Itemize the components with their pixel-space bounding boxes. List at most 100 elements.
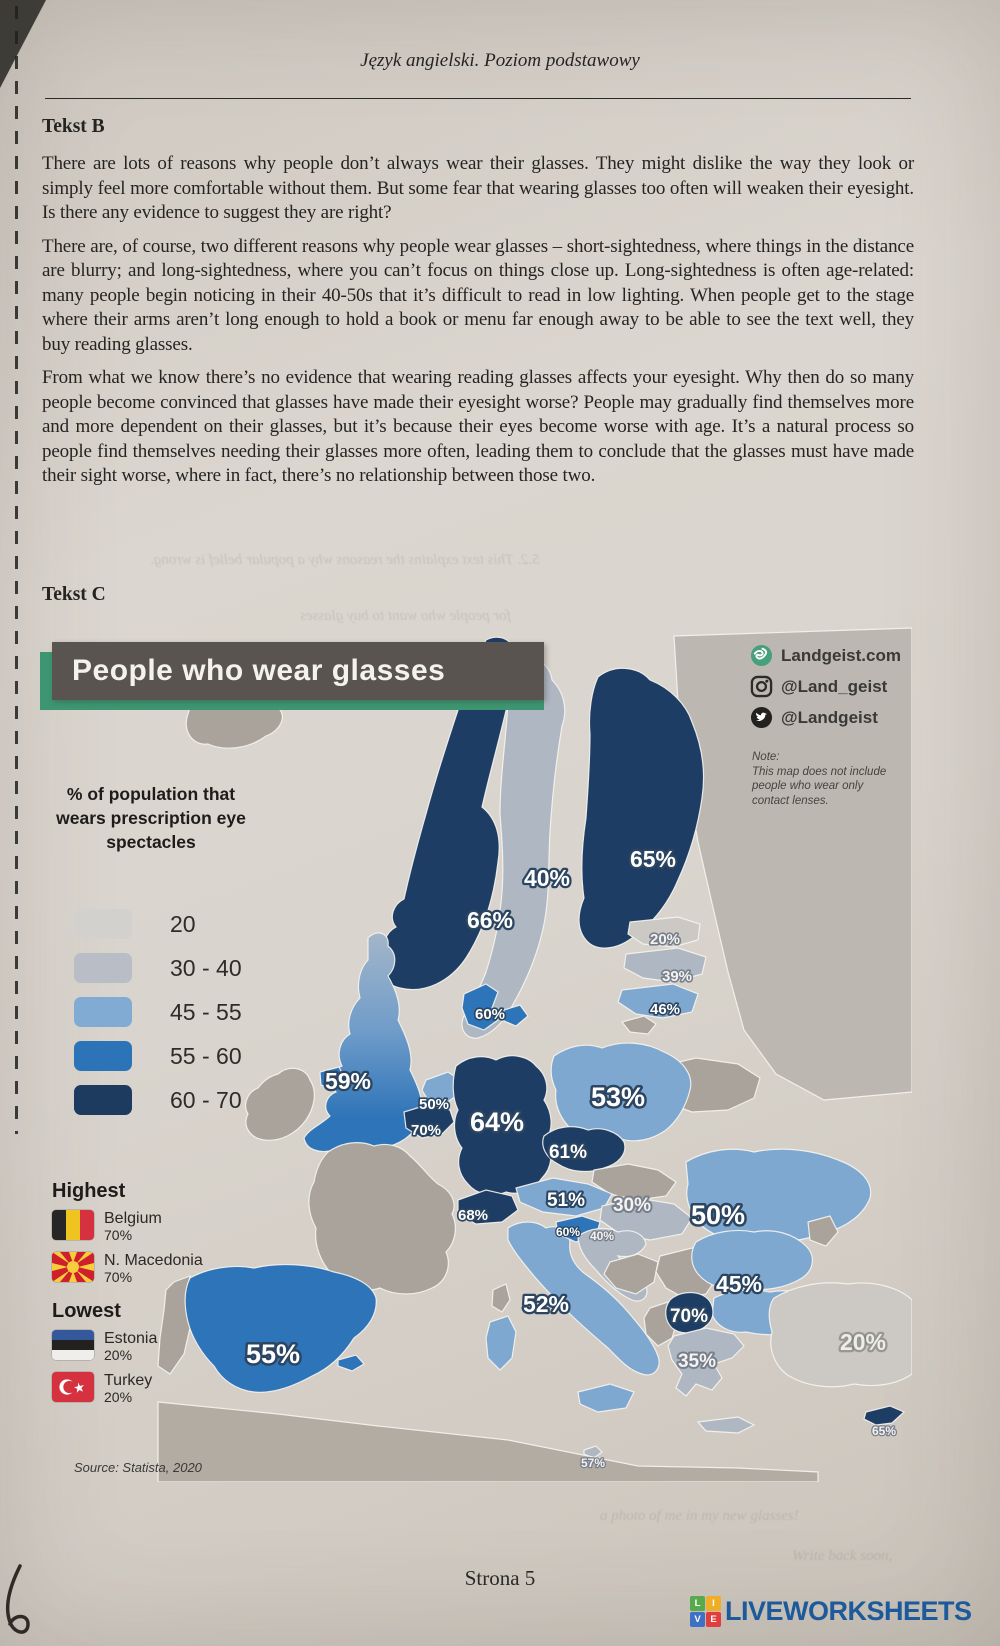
extreme-text: N. Macedonia 70% bbox=[104, 1252, 203, 1285]
map-label-austria: 51% bbox=[547, 1190, 585, 1211]
map-label-croatia: 40% bbox=[590, 1229, 614, 1243]
map-country-finland bbox=[578, 667, 705, 949]
logo-square-v: V bbox=[690, 1612, 705, 1627]
map-label-hungary: 30% bbox=[613, 1195, 651, 1216]
extreme-value: 20% bbox=[104, 1347, 133, 1363]
legend-item: 20 bbox=[74, 902, 242, 946]
legend-swatch bbox=[74, 1041, 132, 1071]
branding-twitter: @Landgeist bbox=[781, 707, 878, 727]
map-country-malta bbox=[583, 1445, 603, 1459]
logo-square-l: L bbox=[690, 1596, 705, 1611]
legend-label: 55 - 60 bbox=[170, 1042, 242, 1069]
map-title: People who wear glasses bbox=[72, 654, 446, 687]
photo-corner-shadow bbox=[0, 0, 46, 88]
map-country-sardinia bbox=[485, 1315, 517, 1371]
legend-item: 60 - 70 bbox=[74, 1078, 242, 1122]
map-country-kaliningrad bbox=[620, 1015, 657, 1035]
liveworksheets-logo-squares: L I V E bbox=[690, 1596, 721, 1627]
instagram-icon bbox=[750, 675, 773, 698]
europe-choropleth-map: 65% 40% 66% 20% 39% 46% 60% 59% 50% 70% 64% 53% 61% 5… bbox=[157, 627, 912, 1482]
branding-website: Landgeist.com bbox=[781, 645, 901, 665]
branding-instagram: @Land_geist bbox=[781, 676, 888, 696]
map-label-slovenia: 60% bbox=[556, 1225, 580, 1239]
map-country-slovakia bbox=[591, 1163, 677, 1201]
bleed-through-text: Write back soon, bbox=[792, 1548, 893, 1564]
extreme-country: N. Macedonia bbox=[104, 1252, 203, 1269]
tekst-b-heading: Tekst B bbox=[42, 116, 105, 137]
extreme-text: Estonia 20% bbox=[104, 1330, 157, 1363]
landgeist-globe-icon bbox=[750, 644, 773, 667]
map-label-switzerland: 68% bbox=[458, 1207, 488, 1224]
map-label-netherlands: 50% bbox=[419, 1096, 449, 1113]
map-label-germany: 64% bbox=[470, 1107, 524, 1137]
branding-twitter-row: @Landgeist bbox=[750, 706, 910, 729]
map-note-label: Note: bbox=[752, 751, 780, 763]
map-label-italy: 52% bbox=[523, 1291, 569, 1317]
map-country-estonia bbox=[627, 916, 701, 948]
extreme-value: 20% bbox=[104, 1389, 133, 1405]
extreme-country: Estonia bbox=[104, 1330, 158, 1347]
map-label-czechia: 61% bbox=[549, 1142, 587, 1163]
logo-square-i: I bbox=[706, 1596, 721, 1611]
legend-swatch bbox=[74, 909, 132, 939]
map-country-denmark bbox=[461, 983, 499, 1031]
map-label-poland: 53% bbox=[591, 1082, 645, 1112]
map-country-ireland bbox=[245, 1067, 315, 1141]
map-label-malta: 57% bbox=[581, 1456, 605, 1470]
map-country-crete bbox=[696, 1416, 756, 1434]
map-label-spain: 55% bbox=[246, 1339, 300, 1369]
legend-item: 45 - 55 bbox=[74, 990, 242, 1034]
liveworksheets-logo: L I V E LIVEWORKSHEETS bbox=[690, 1596, 972, 1627]
turkey-flag-icon bbox=[52, 1372, 94, 1402]
extreme-entry: Turkey 20% bbox=[52, 1372, 272, 1405]
map-country-sweden bbox=[461, 658, 566, 1039]
map-label-finland: 65% bbox=[630, 846, 676, 872]
north-macedonia-flag-icon bbox=[52, 1252, 94, 1282]
map-country-hungary bbox=[599, 1197, 693, 1241]
map-country-sicily bbox=[577, 1383, 635, 1413]
tekst-b-section: Tekst B There are lots of reasons why pe… bbox=[42, 116, 914, 498]
map-title-bar: People who wear glasses bbox=[52, 642, 544, 700]
map-country-denmark-islands bbox=[503, 1004, 529, 1027]
map-label-ukraine: 50% bbox=[691, 1200, 745, 1230]
map-label-romania: 45% bbox=[716, 1271, 762, 1297]
header-rule bbox=[45, 98, 911, 99]
extreme-text: Turkey 20% bbox=[104, 1372, 152, 1405]
map-note-body: This map does not include people who wea… bbox=[752, 765, 887, 807]
map-country-northern-ireland bbox=[319, 1066, 346, 1090]
map-country-latvia bbox=[623, 947, 707, 983]
map-country-switzerland bbox=[457, 1189, 519, 1225]
bleed-through-text: a photo of me in my new glasses! bbox=[600, 1508, 799, 1524]
lowest-heading: Lowest bbox=[52, 1300, 121, 1322]
map-label-cyprus: 65% bbox=[872, 1424, 896, 1438]
legend-swatch bbox=[74, 1085, 132, 1115]
map-country-norway bbox=[381, 636, 520, 991]
branding-website-row: Landgeist.com bbox=[750, 644, 910, 667]
map-country-cyprus bbox=[863, 1405, 906, 1426]
map-country-germany bbox=[452, 1055, 552, 1196]
tekst-b-paragraph-3: From what we know there’s no evidence th… bbox=[42, 367, 914, 486]
map-country-greece bbox=[667, 1327, 745, 1397]
map-country-czechia bbox=[542, 1126, 626, 1173]
map-label-estonia: 20% bbox=[650, 931, 680, 948]
map-region-north-africa bbox=[157, 1401, 819, 1482]
extreme-value: 70% bbox=[104, 1269, 133, 1285]
map-label-lithuania: 46% bbox=[650, 1001, 680, 1018]
map-source: Source: Statista, 2020 bbox=[74, 1460, 202, 1475]
map-country-turkey bbox=[768, 1282, 912, 1388]
legend-label: 45 - 55 bbox=[170, 998, 242, 1025]
handwritten-pen-mark bbox=[5, 1564, 30, 1634]
landgeist-branding: Landgeist.com @Land_geist @Landgeist bbox=[750, 644, 910, 737]
map-country-spain bbox=[184, 1263, 377, 1393]
legend-item: 30 - 40 bbox=[74, 946, 242, 990]
map-country-north-macedonia bbox=[665, 1291, 714, 1334]
tekst-c-heading: Tekst C bbox=[42, 584, 106, 605]
map-note: Note: This map does not include people w… bbox=[752, 750, 902, 808]
tekst-b-paragraph-1: There are lots of reasons why people don… bbox=[42, 153, 914, 223]
lowest-rows: Estonia 20% Turkey 20% bbox=[52, 1330, 272, 1414]
extreme-entry: Estonia 20% bbox=[52, 1330, 272, 1363]
legend-label: 60 - 70 bbox=[170, 1086, 242, 1113]
extreme-text: Belgium 70% bbox=[104, 1210, 162, 1243]
map-percentage-labels: 65% 40% 66% 20% 39% 46% 60% 59% 50% 70% 64% 53% 61% 5… bbox=[243, 844, 897, 1472]
legend-item: 55 - 60 bbox=[74, 1034, 242, 1078]
